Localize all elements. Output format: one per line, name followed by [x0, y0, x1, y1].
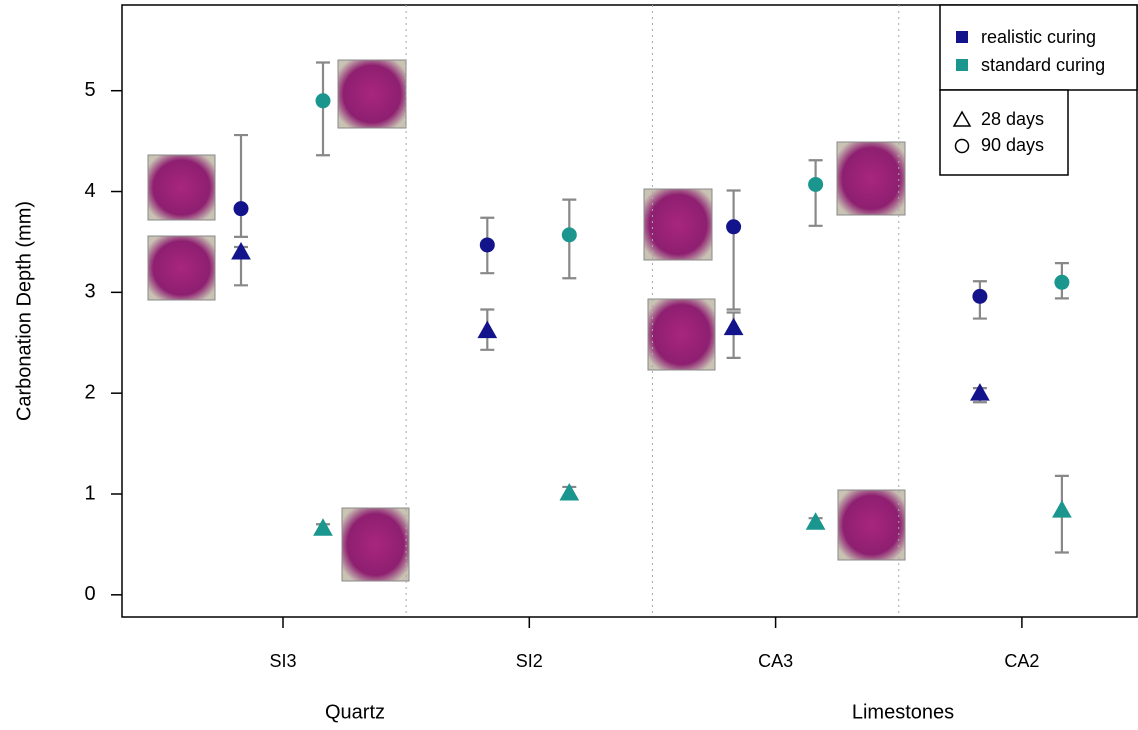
- legend-shape-box: [940, 90, 1068, 175]
- legend-label: standard curing: [981, 55, 1105, 75]
- point: [232, 243, 250, 259]
- photo: [148, 236, 215, 300]
- photo: [837, 142, 905, 215]
- legend-color-box: [940, 5, 1137, 90]
- x-tick-label: SI3: [269, 651, 296, 671]
- y-tick-label: 0: [84, 583, 95, 605]
- chart: Carbonation Depth (mm) Quartz Limestones…: [0, 0, 1138, 725]
- error-bar: [234, 135, 248, 237]
- error-bar: [727, 191, 741, 310]
- photo: [644, 189, 712, 260]
- y-tick-label: 3: [84, 281, 95, 303]
- y-tick-label: 1: [84, 482, 95, 504]
- group-label: Limestones: [852, 701, 954, 723]
- point: [314, 519, 332, 535]
- point: [1054, 275, 1069, 290]
- point: [725, 319, 743, 335]
- error-bar: [809, 160, 823, 226]
- photo: [838, 490, 905, 560]
- point: [316, 93, 331, 108]
- legend-swatch: [956, 59, 968, 71]
- group-label: Quartz: [325, 701, 385, 723]
- photo: [648, 299, 715, 370]
- legend-label: realistic curing: [981, 27, 1096, 47]
- point: [726, 219, 741, 234]
- photo: [338, 60, 406, 128]
- y-tick-label: 2: [84, 381, 95, 403]
- point: [808, 177, 823, 192]
- legend-swatch: [956, 31, 968, 43]
- y-axis-label: Carbonation Depth (mm): [13, 201, 35, 421]
- legend-label: 28 days: [981, 109, 1044, 129]
- point: [971, 384, 989, 400]
- point: [234, 201, 249, 216]
- x-tick-label: CA3: [758, 651, 793, 671]
- legend-label: 90 days: [981, 135, 1044, 155]
- photos: [148, 60, 905, 581]
- x-tick-label: SI2: [516, 651, 543, 671]
- y-tick-label: 4: [84, 180, 95, 202]
- point: [478, 322, 496, 338]
- point: [807, 513, 825, 529]
- point: [562, 227, 577, 242]
- y-tick-label: 5: [84, 79, 95, 101]
- point: [480, 237, 495, 252]
- point: [972, 289, 987, 304]
- point: [1053, 501, 1071, 517]
- x-tick-label: CA2: [1004, 651, 1039, 671]
- photo: [148, 155, 215, 220]
- photo: [342, 508, 409, 581]
- error-bar: [316, 62, 330, 155]
